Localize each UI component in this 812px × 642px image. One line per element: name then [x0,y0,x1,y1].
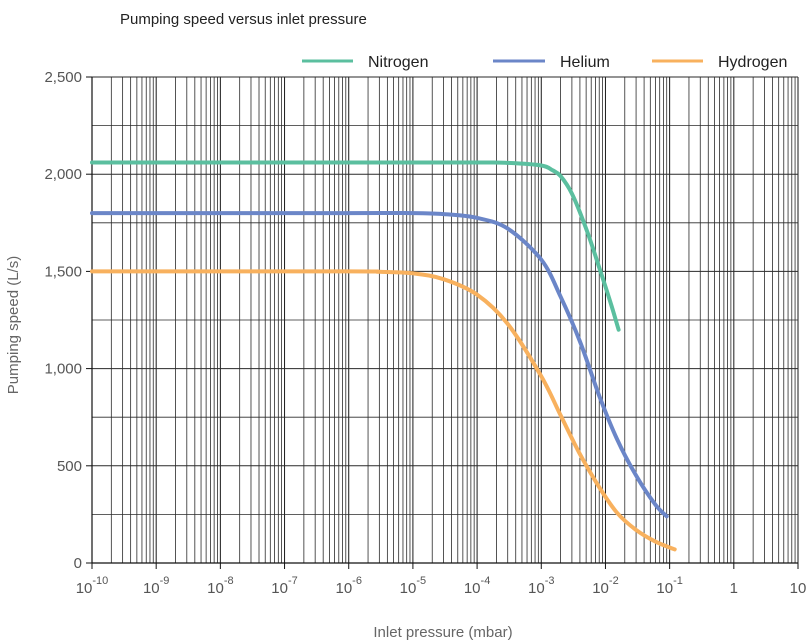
legend-label-helium: Helium [560,54,610,71]
y-axis-label: Pumping speed (L/s) [5,256,22,394]
legend-label-nitrogen: Nitrogen [368,54,428,71]
y-tick-label: 500 [57,458,82,475]
x-tick-label: 10-9 [143,575,169,597]
x-tick-label: 10-2 [592,575,618,597]
legend-label-hydrogen: Hydrogen [718,54,787,71]
x-tick-label: 10-8 [207,575,233,597]
series-line-nitrogen [90,160,621,332]
x-tick-labels: 10-10 10-9 10-8 10-7 10-6 10-5 10-4 10-3 10-2 10-… [76,563,807,597]
x-tick-label: 10-7 [271,575,297,597]
x-tick-label: 10 [790,580,807,597]
x-tick-label: 10-5 [400,575,426,597]
chart-title: Pumping speed versus inlet pressure [120,11,367,28]
x-tick-label: 10-4 [464,575,490,597]
x-tick-label: 10-6 [335,575,361,597]
series-lines [90,160,677,552]
x-tick-label: 10-10 [76,575,109,597]
y-tick-label: 0 [74,555,82,572]
x-tick-label: 10-3 [528,575,554,597]
y-tick-labels: 0 500 1,000 1,500 2,000 2,500 [44,69,92,572]
y-tick-label: 1,000 [44,361,82,378]
x-axis-label: Inlet pressure (mbar) [373,624,512,641]
x-tick-label: 10-1 [656,575,682,597]
series-line-hydrogen [90,269,677,552]
axes [91,77,798,564]
series-line-helium [90,211,669,519]
y-tick-label: 1,500 [44,263,82,280]
y-tick-label: 2,500 [44,69,82,86]
y-tick-label: 2,000 [44,166,82,183]
x-tick-label: 1 [730,580,738,597]
legend: Nitrogen Helium Hydrogen [302,54,787,71]
grid [91,76,799,564]
